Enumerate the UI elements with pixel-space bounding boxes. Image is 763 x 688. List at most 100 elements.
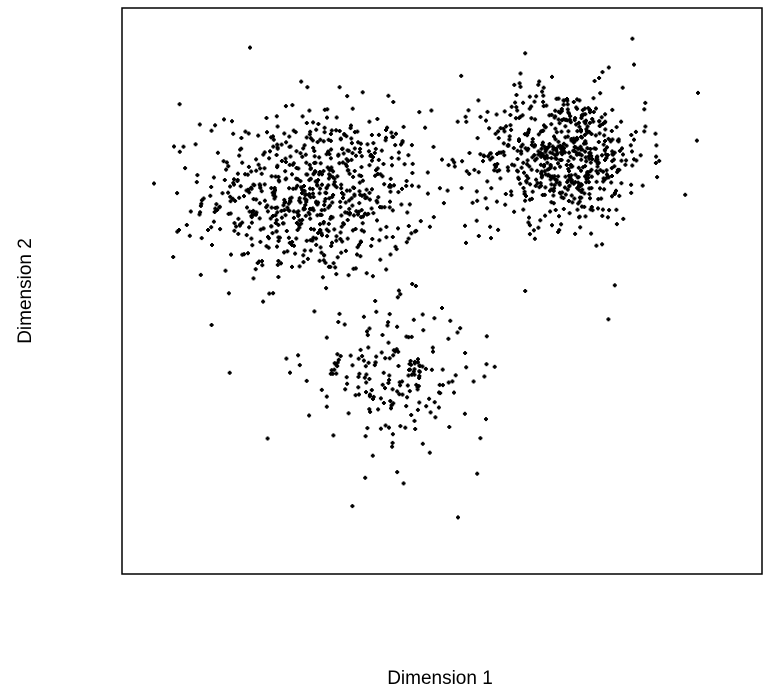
scatter-point — [315, 183, 320, 188]
scatter-point — [425, 191, 430, 196]
scatter-point — [568, 162, 573, 167]
scatter-point — [387, 312, 392, 317]
scatter-point — [385, 323, 390, 328]
scatter-point — [683, 192, 688, 197]
scatter-point — [427, 396, 432, 401]
scatter-point — [295, 177, 300, 182]
scatter-point — [340, 146, 345, 151]
scatter-point — [211, 219, 216, 224]
scatter-point — [559, 222, 564, 227]
scatter-point — [526, 129, 531, 134]
scatter-point — [246, 251, 250, 256]
scatter-point — [249, 210, 254, 214]
scatter-point — [347, 171, 352, 176]
scatter-point — [258, 185, 263, 190]
scatter-point — [530, 189, 535, 194]
scatter-point — [523, 198, 528, 203]
scatter-point — [376, 132, 381, 137]
scatter-point — [283, 104, 288, 109]
scatter-point — [300, 114, 305, 119]
scatter-point — [226, 190, 231, 195]
scatter-point — [490, 155, 495, 160]
scatter-point — [601, 121, 605, 126]
scatter-point — [387, 378, 392, 382]
scatter-point — [287, 186, 292, 191]
scatter-point — [338, 199, 343, 204]
scatter-point — [573, 138, 578, 143]
scatter-point — [295, 228, 300, 232]
scatter-point — [303, 152, 308, 157]
scatter-point — [324, 186, 329, 191]
scatter-point — [232, 182, 236, 187]
scatter-point — [350, 203, 355, 208]
scatter-point — [575, 186, 580, 191]
scatter-point — [425, 170, 430, 175]
scatter-point — [496, 227, 501, 232]
scatter-point — [556, 161, 560, 166]
scatter-point — [519, 165, 524, 170]
scatter-point — [325, 234, 330, 239]
scatter-point — [617, 148, 622, 153]
scatter-point — [330, 175, 335, 180]
scatter-point — [358, 254, 363, 259]
scatter-point — [373, 360, 378, 365]
scatter-point — [381, 162, 386, 166]
scatter-point — [339, 224, 344, 229]
scatter-point — [198, 210, 203, 215]
scatter-point — [341, 192, 346, 197]
scatter-point — [584, 159, 589, 164]
scatter-point — [582, 141, 586, 146]
scatter-point — [400, 186, 404, 191]
scatter-point — [440, 306, 444, 310]
scatter-point — [557, 190, 562, 195]
scatter-point — [568, 120, 573, 125]
scatter-point — [602, 187, 607, 192]
scatter-point — [240, 220, 245, 225]
scatter-point — [558, 143, 563, 148]
scatter-point — [238, 222, 243, 227]
scatter-point — [609, 180, 614, 185]
scatter-point — [271, 137, 276, 142]
scatter-point — [538, 152, 543, 157]
scatter-point — [474, 189, 479, 194]
scatter-point — [386, 93, 391, 98]
scatter-point — [294, 236, 299, 241]
scatter-point — [362, 192, 367, 197]
scatter-point — [563, 124, 568, 129]
scatter-point — [228, 184, 233, 189]
scatter-point — [380, 174, 385, 179]
scatter-point — [272, 186, 277, 190]
scatter-point — [478, 114, 483, 119]
scatter-point — [550, 174, 555, 179]
scatter-point — [511, 146, 516, 151]
scatter-point — [507, 137, 512, 142]
scatter-point — [452, 164, 457, 169]
scatter-point — [600, 207, 605, 212]
scatter-point — [387, 425, 391, 430]
scatter-point — [246, 131, 251, 136]
scatter-point — [336, 153, 341, 158]
scatter-point — [597, 119, 602, 124]
scatter-point — [247, 209, 252, 214]
scatter-point — [306, 210, 311, 215]
scatter-point — [306, 193, 311, 198]
scatter-point — [537, 79, 542, 84]
scatter-point — [375, 218, 379, 223]
scatter-point — [654, 154, 659, 159]
scatter-point — [276, 275, 281, 279]
scatter-point — [531, 228, 536, 233]
scatter-point — [547, 174, 552, 178]
scatter-point — [358, 141, 363, 146]
scatter-point — [297, 223, 302, 228]
scatter-point — [234, 224, 239, 229]
scatter-point — [536, 152, 541, 157]
scatter-point — [464, 119, 469, 124]
scatter-point — [459, 73, 464, 78]
scatter-point — [302, 184, 306, 188]
scatter-point — [298, 200, 303, 205]
scatter-point — [362, 375, 367, 380]
scatter-point — [594, 169, 599, 174]
scatter-point — [409, 143, 414, 148]
scatter-point — [221, 159, 226, 164]
scatter-point — [548, 150, 553, 155]
